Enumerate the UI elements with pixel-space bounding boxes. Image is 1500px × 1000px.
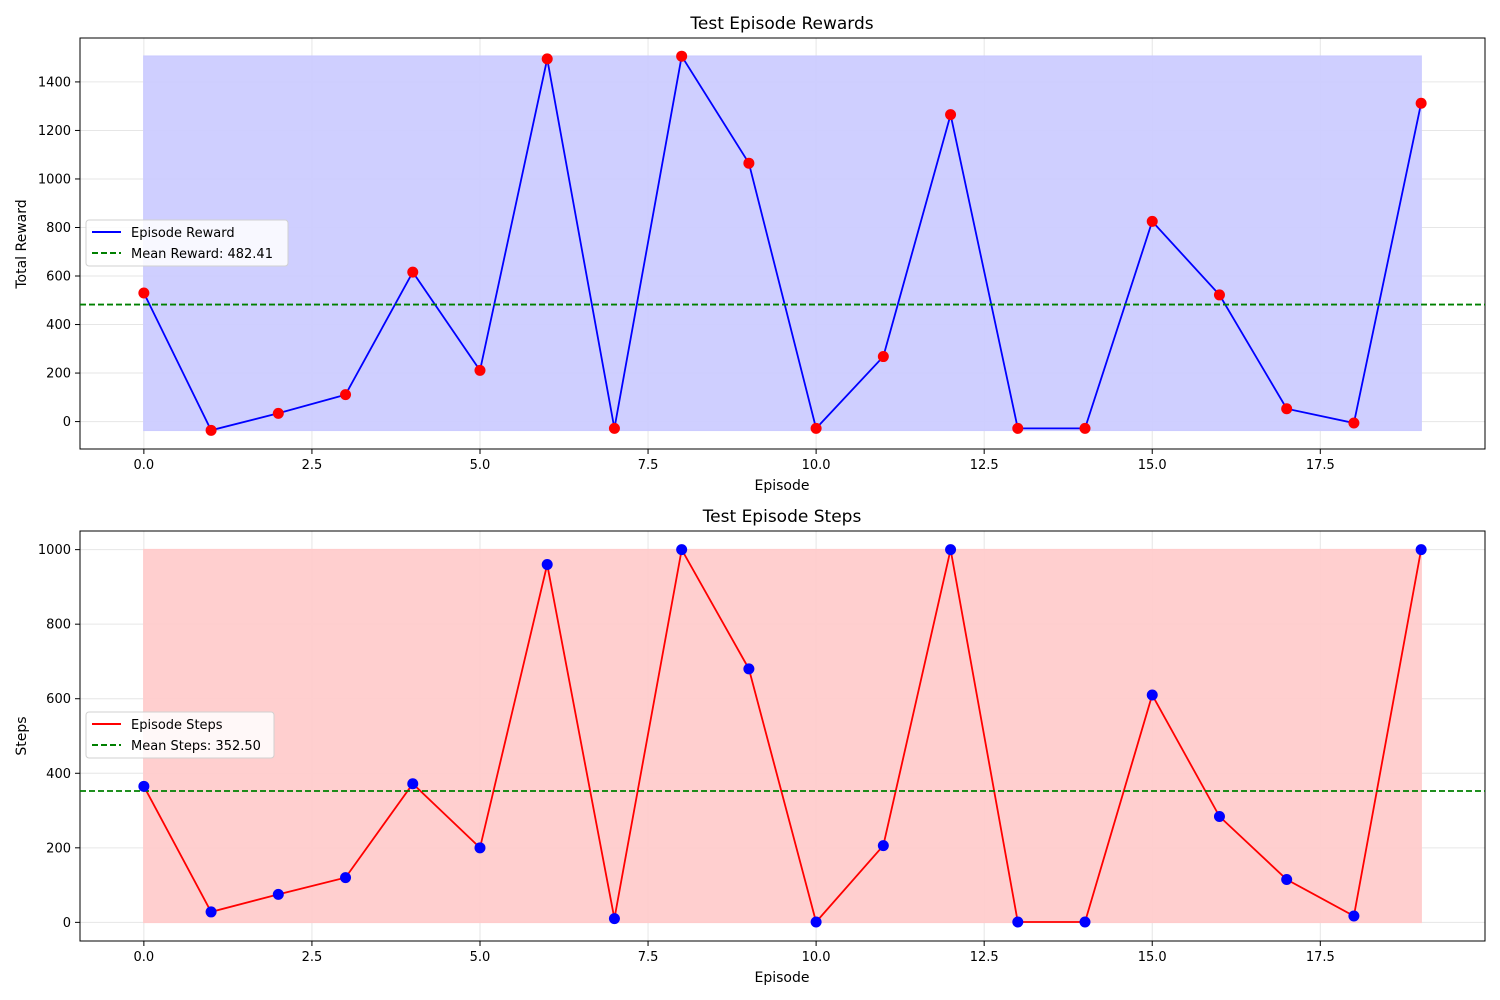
data-point [743,663,755,675]
axis-ticks: 0.0 2.5 5.0 7.5 10.0 12.5 15.0 17.5 0 200 400 600 80… [38,543,1335,965]
y-tick-label: 0 [63,916,71,931]
series-line [143,53,1422,432]
data-point [1415,544,1427,556]
y-tick-label: 600 [46,270,71,285]
x-tick-label: 10.0 [802,458,831,473]
y-tick-label: 600 [46,692,71,707]
x-tick-label: 17.5 [1306,950,1335,965]
x-tick-label: 5.0 [470,950,491,965]
data-point [205,424,217,436]
data-point [1213,289,1225,301]
x-tick-label: 12.5 [970,458,999,473]
data-point [541,559,553,571]
data-point [877,351,889,363]
rewards-plot-area: 0.0 2.5 5.0 7.5 10.0 12.5 15.0 17.5 0 200 400 600 80… [38,37,1486,473]
data-point [272,888,284,900]
rewards-chart: Test Episode Rewards Episode Total Rewar… [14,14,1486,494]
x-tick-label: 2.5 [302,950,323,965]
data-point [407,778,419,790]
data-point [1012,916,1024,928]
y-tick-label: 1000 [38,172,71,187]
data-point [541,53,553,65]
chart-title: Test Episode Rewards [689,14,873,34]
data-point [1079,422,1091,434]
data-point [1146,215,1158,227]
axis-ticks: 0.0 2.5 5.0 7.5 10.0 12.5 15.0 17.5 0 200 400 600 80… [38,75,1335,473]
legend-entry-mean-reward: Mean Reward: 482.41 [131,247,273,262]
y-axis-label: Steps [14,716,30,755]
chart-title: Test Episode Steps [702,507,862,527]
x-tick-label: 12.5 [970,950,999,965]
fill-band [143,548,1422,924]
legend-entry-episode-reward: Episode Reward [131,226,235,241]
legend-entry-mean-steps: Mean Steps: 352.50 [131,739,261,754]
x-tick-label: 17.5 [1306,458,1335,473]
x-tick-label: 15.0 [1138,950,1167,965]
y-tick-label: 200 [46,367,71,382]
data-point [676,50,688,62]
fill-band [143,55,1422,432]
data-point [945,109,957,121]
x-tick-label: 7.5 [638,458,659,473]
data-point [1415,97,1427,109]
data-point [474,364,486,376]
data-point [1079,916,1091,928]
y-tick-label: 200 [46,841,71,856]
x-tick-label: 5.0 [470,458,491,473]
data-point [205,906,217,918]
legend-entry-episode-steps: Episode Steps [131,718,223,733]
data-point [945,544,957,556]
data-point [877,840,889,852]
data-point [340,872,352,884]
data-point [407,266,419,278]
data-point [810,422,822,434]
x-tick-label: 0.0 [134,458,155,473]
series-line [143,546,1422,924]
axes-frame [79,37,1486,450]
y-tick-label: 1400 [38,75,71,90]
x-axis-label: Episode [755,478,810,494]
data-point [138,287,150,299]
steps-chart: Test Episode Steps Episode Steps 0.0 2.5 5… [14,507,1486,986]
x-tick-label: 0.0 [134,950,155,965]
data-point [608,422,620,434]
data-point [676,544,688,556]
data-points [138,50,1427,436]
data-points [138,544,1427,928]
y-axis-label: Total Reward [14,199,30,289]
data-point [743,157,755,169]
x-axis-label: Episode [755,970,810,986]
data-point [1213,811,1225,823]
y-tick-label: 800 [46,221,71,236]
y-tick-label: 400 [46,318,71,333]
y-tick-label: 1200 [38,124,71,139]
y-tick-label: 0 [63,415,71,430]
data-point [810,916,822,928]
y-tick-label: 1000 [38,543,71,558]
legend: Episode Reward Mean Reward: 482.41 [85,219,289,267]
data-point [1281,874,1293,885]
legend-box [85,219,289,267]
data-point [474,842,486,854]
legend: Episode Steps Mean Steps: 352.50 [85,711,275,759]
x-tick-label: 2.5 [302,458,323,473]
data-point [608,913,620,925]
data-point [272,407,284,419]
data-point [1012,422,1024,434]
x-tick-label: 10.0 [802,950,831,965]
legend-box [85,711,275,759]
x-tick-label: 7.5 [638,950,659,965]
data-point [1348,910,1360,922]
y-tick-label: 800 [46,618,71,633]
x-tick-label: 15.0 [1138,458,1167,473]
data-point [340,389,352,401]
data-point [1146,689,1158,701]
data-point [1281,403,1293,415]
data-point [138,780,150,792]
data-point [1348,417,1360,429]
axes-frame [79,530,1486,942]
y-tick-label: 400 [46,767,71,782]
